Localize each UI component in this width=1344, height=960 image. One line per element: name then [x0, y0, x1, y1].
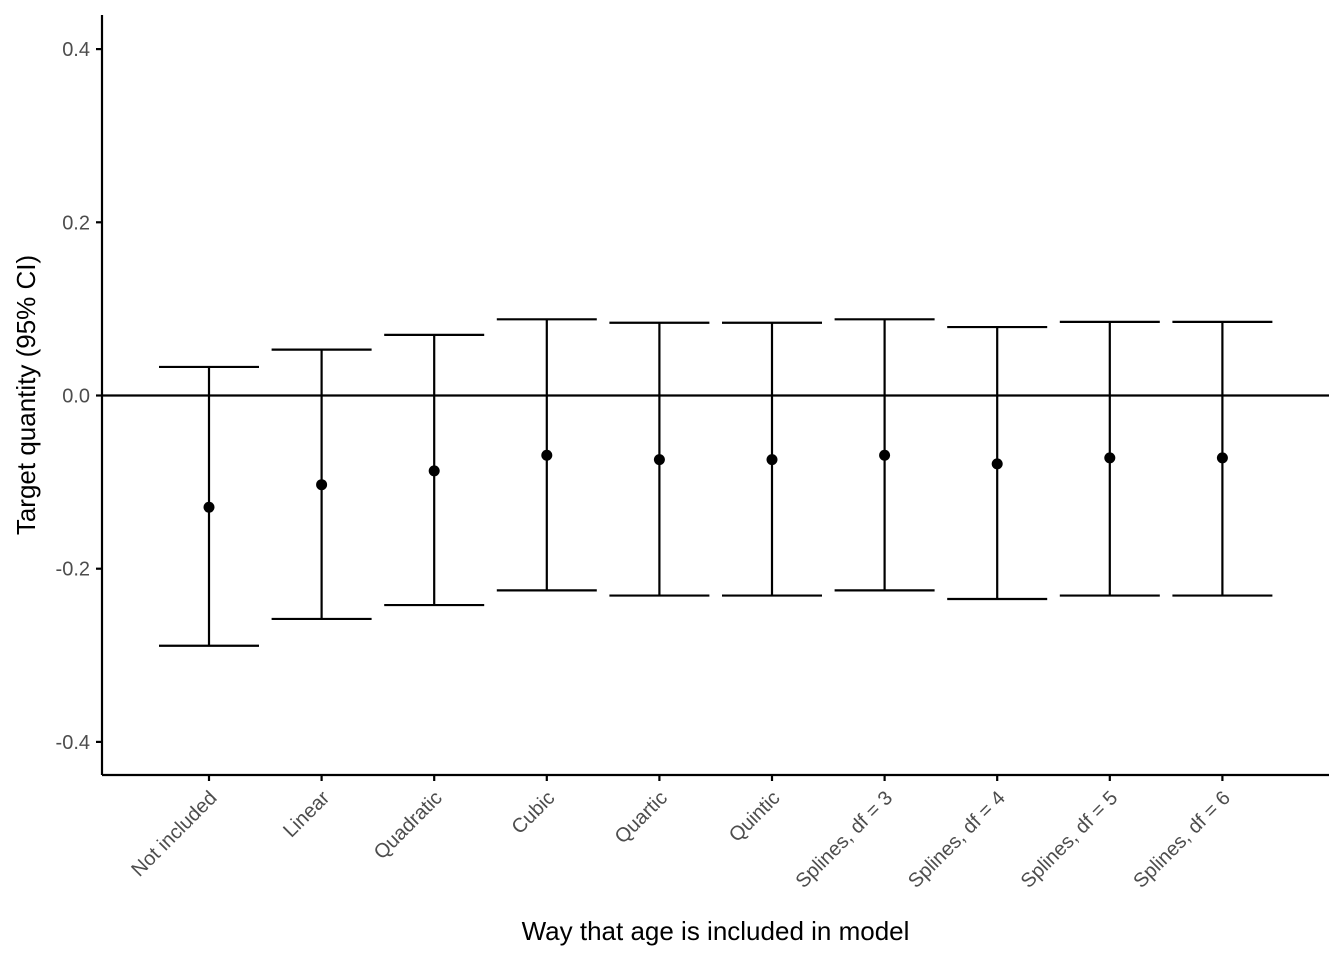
point-estimate — [1104, 452, 1116, 464]
x-tick-label: Not included — [127, 787, 221, 881]
point-estimate — [316, 479, 328, 491]
y-axis-title: Target quantity (95% CI) — [11, 255, 41, 535]
x-tick-label: Quintic — [725, 787, 785, 847]
x-tick-label: Linear — [279, 787, 334, 842]
y-tick-label: -0.4 — [56, 732, 90, 754]
point-estimate — [1216, 452, 1228, 464]
point-estimate — [766, 454, 778, 466]
y-tick-label: 0.2 — [62, 212, 90, 234]
x-tick-label: Splines, df = 4 — [904, 787, 1010, 893]
x-tick-label: Splines, df = 3 — [792, 787, 898, 893]
y-tick-label: 0.4 — [62, 39, 90, 61]
y-ticks: -0.4 -0.2 0.0 0.2 0.4 — [56, 39, 102, 754]
x-tick-label: Quadratic — [370, 787, 447, 864]
x-tick-label: Splines, df = 5 — [1017, 787, 1123, 893]
y-tick-label: -0.2 — [56, 559, 90, 581]
point-estimate — [541, 449, 553, 461]
x-tick-label: Splines, df = 6 — [1129, 787, 1235, 893]
x-ticks: Not included Linear Quadratic Cubic Quartic Q… — [127, 775, 1235, 893]
point-estimate — [879, 449, 891, 461]
y-tick-label: 0.0 — [62, 386, 90, 408]
point-estimate — [991, 458, 1003, 470]
point-estimate — [203, 501, 215, 513]
point-estimates — [203, 449, 1228, 513]
x-axis-title: Way that age is included in model — [522, 916, 910, 946]
x-tick-label: Cubic — [508, 787, 560, 839]
x-tick-label: Quartic — [611, 787, 672, 848]
point-estimate — [428, 465, 440, 477]
point-estimate — [653, 454, 665, 466]
